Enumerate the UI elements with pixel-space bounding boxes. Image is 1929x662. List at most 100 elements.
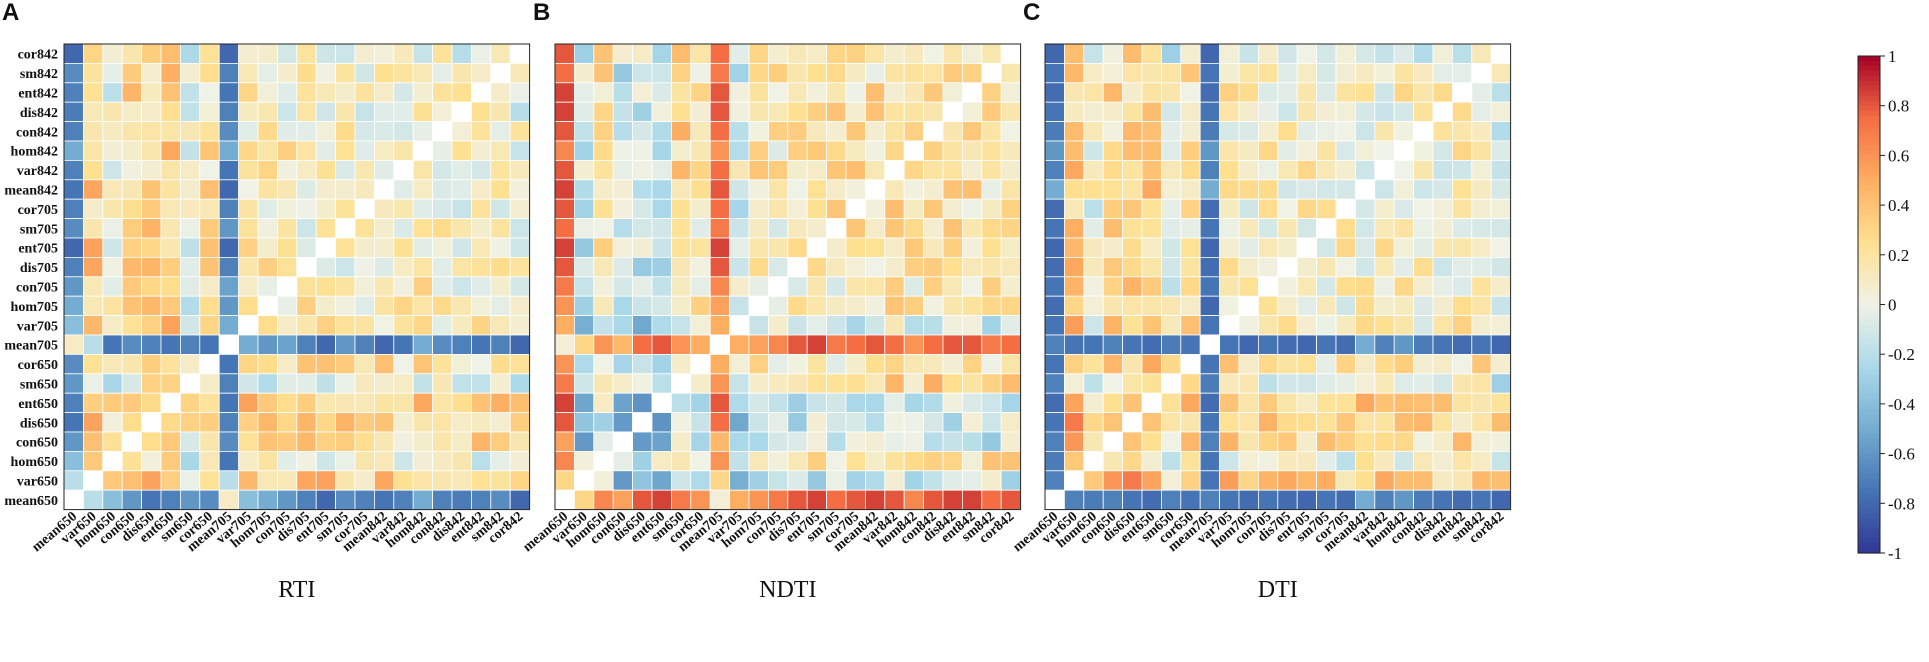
heatmap-cell: [1161, 392, 1182, 414]
heatmap-cell: [354, 121, 375, 142]
heatmap-cell: [942, 431, 963, 452]
heatmap-cell: [826, 198, 847, 219]
heatmap-cell: [432, 159, 453, 181]
heatmap-cell: [373, 334, 395, 355]
heatmap-cell: [1122, 218, 1143, 239]
heatmap-cell: [141, 179, 162, 200]
heatmap-cell: [1258, 412, 1279, 433]
heatmap-cell: [1064, 218, 1085, 239]
heatmap-cell: [412, 334, 434, 355]
heatmap-cell: [335, 237, 356, 258]
heatmap-cell: [218, 101, 239, 122]
heatmap-cell: [709, 353, 731, 375]
heatmap-cell: [651, 198, 672, 219]
heatmap-cell: [490, 256, 511, 278]
heatmap-cell: [1044, 179, 1065, 200]
heatmap-cell: [787, 392, 808, 414]
heatmap-cell: [865, 450, 886, 472]
heatmap-cell: [121, 159, 142, 181]
heatmap-cell: [1238, 121, 1259, 142]
colorbar-segment: [1858, 428, 1880, 435]
heatmap-cell: [1258, 353, 1279, 375]
heatmap-cell: [612, 276, 634, 297]
heatmap-cell: [671, 140, 692, 161]
heatmap-cell: [806, 43, 828, 64]
heatmap-cell: [1432, 353, 1453, 375]
heatmap-cell: [1064, 276, 1085, 297]
heatmap-cell: [787, 198, 808, 219]
colorbar-segment: [1858, 269, 1880, 276]
y-tick-label: hom705: [11, 300, 58, 315]
heatmap-cell: [806, 334, 828, 355]
heatmap-cell: [451, 295, 472, 317]
heatmap-cell: [942, 315, 963, 336]
heatmap-cell: [1180, 489, 1201, 511]
heatmap-cell: [768, 179, 789, 200]
heatmap-cell: [1161, 63, 1182, 84]
heatmap-cell: [962, 43, 983, 64]
heatmap-cell: [373, 431, 395, 452]
heatmap-cell: [729, 43, 750, 64]
heatmap-cell: [574, 256, 595, 278]
heatmap-cell: [1258, 315, 1279, 336]
heatmap-cell: [1452, 373, 1473, 394]
heatmap-cell: [83, 101, 104, 122]
heatmap-cell: [238, 392, 259, 414]
colorbar-tick-label: -0.2: [1888, 345, 1915, 364]
heatmap-cell: [354, 489, 375, 511]
heatmap-cell: [412, 198, 434, 219]
heatmap-cell: [354, 315, 375, 336]
heatmap-cell: [121, 431, 142, 452]
heatmap-cell: [63, 353, 84, 375]
heatmap-cell: [335, 470, 356, 491]
heatmap-cell: [335, 121, 356, 142]
heatmap-panels: Acor842sm842ent842dis842con842hom842var8…: [2, 0, 1512, 603]
heatmap-cell: [432, 82, 453, 103]
heatmap-cell: [451, 101, 472, 122]
colorbar-segment: [1858, 150, 1880, 156]
heatmap-cell: [1102, 82, 1123, 103]
heatmap-cell: [218, 256, 239, 278]
heatmap-cell: [1141, 179, 1162, 200]
heatmap-cell: [1355, 470, 1376, 491]
heatmap-cell: [393, 431, 414, 452]
heatmap-cell: [276, 373, 298, 394]
heatmap-cell: [1471, 431, 1492, 452]
heatmap-cell: [354, 276, 375, 297]
heatmap-cell: [1238, 198, 1259, 219]
heatmap-cell: [470, 373, 492, 394]
heatmap-cell: [962, 159, 983, 181]
heatmap-cell: [1258, 121, 1279, 142]
heatmap-cell: [238, 334, 259, 355]
heatmap-cell: [121, 412, 142, 433]
heatmap-cell: [1180, 392, 1201, 414]
y-tick-label: ent705: [18, 242, 58, 257]
heatmap-cell: [238, 373, 259, 394]
heatmap-cell: [509, 392, 531, 414]
heatmap-cell: [709, 276, 731, 297]
heatmap-cell: [509, 470, 531, 491]
heatmap-cell: [1296, 121, 1317, 142]
y-tick-label: con842: [16, 125, 58, 140]
colorbar-segment: [1858, 448, 1880, 455]
heatmap-cell: [354, 63, 375, 84]
heatmap-cell: [651, 334, 672, 355]
heatmap-cell: [981, 43, 1002, 64]
heatmap-cell: [1141, 82, 1162, 103]
heatmap-cell: [335, 373, 356, 394]
heatmap-cell: [470, 82, 492, 103]
heatmap-cell: [1277, 315, 1298, 336]
heatmap-cell: [1000, 256, 1022, 278]
heatmap-cell: [1199, 334, 1220, 355]
heatmap-cell: [826, 470, 847, 491]
heatmap-cell: [1122, 334, 1143, 355]
heatmap-cell: [199, 489, 220, 511]
colorbar-segment: [1858, 339, 1880, 345]
heatmap-cell: [238, 159, 259, 181]
panel-title: NDTI: [759, 577, 816, 603]
heatmap-cell: [393, 121, 414, 142]
heatmap-cell: [179, 179, 201, 200]
heatmap-cell: [257, 82, 278, 103]
heatmap-cell: [315, 295, 337, 317]
heatmap-cell: [942, 63, 963, 84]
